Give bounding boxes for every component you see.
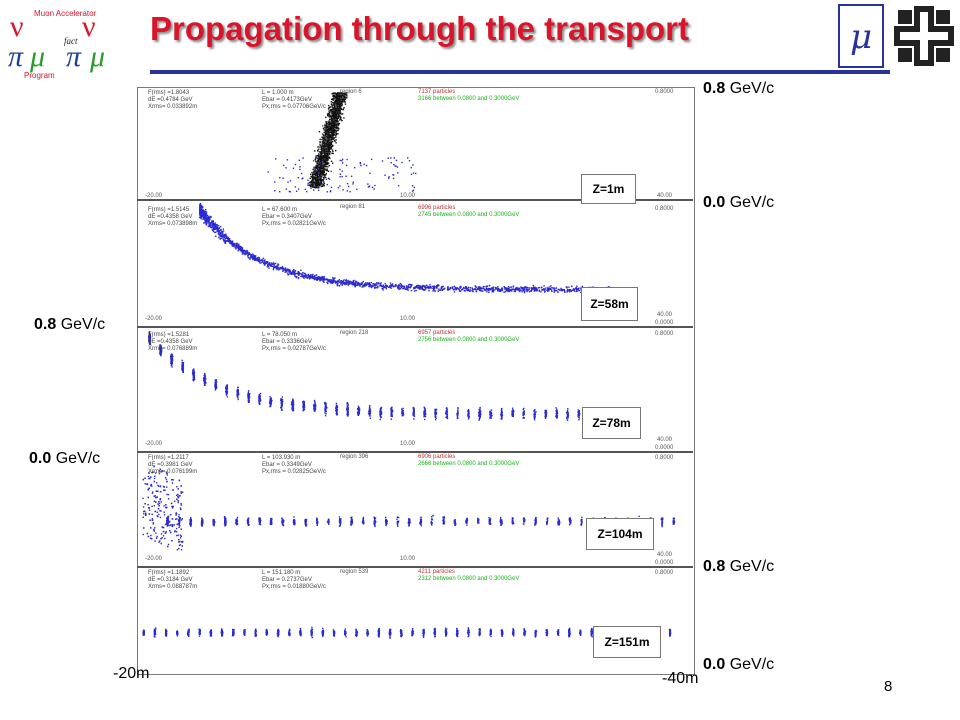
right-top-min-label: 0.0 GeV/c bbox=[703, 194, 775, 211]
z-label-78m: Z=78m bbox=[582, 407, 641, 439]
panel-1-ymax: 0.8000 bbox=[655, 89, 674, 95]
muon-accelerator-program-logo: ν ν π μ π μ Muon Accelerator fact Progra… bbox=[4, 4, 124, 84]
panel-divider bbox=[137, 326, 693, 328]
panel-5-between: 2312 between 0.0800 and 0.3000GeV bbox=[418, 576, 520, 582]
panel-5-info: F(rms) =1.1892 dE =0.3184 GeV Xrms= 0.0887… bbox=[148, 570, 198, 590]
panel-1-region: region 6 bbox=[340, 89, 362, 95]
panel-4-info: F(rms) =1.2117 dE =0.3981 GeV Xrms= 0.0761… bbox=[148, 455, 198, 475]
panel-2-info: F(rms) =1.5145 dE =0.4358 GeV Xrms= 0.0738… bbox=[148, 207, 198, 227]
panel-4-between: 2666 between 0.0800 and 0.3000GeV bbox=[418, 461, 520, 467]
left-max-label: 0.8 GeV/c bbox=[34, 316, 106, 333]
page-number: 8 bbox=[884, 678, 893, 695]
panel-4-particles: 6906 particles bbox=[418, 454, 456, 460]
z-label-151m: Z=151m bbox=[593, 626, 661, 658]
svg-text:fact: fact bbox=[64, 36, 78, 46]
panel-4-xmax: 40.00 bbox=[657, 552, 673, 558]
z-label-58m: Z=58m bbox=[581, 287, 638, 321]
panel-5-ymax: 0.8000 bbox=[655, 570, 674, 576]
panel-5-mid: L = 151.180 m Ebar = 0.2737GeV Px,rms = 0.… bbox=[262, 570, 326, 590]
panel-1-info: F(rms) =1.8043 dE =0.4784 GeV Xrms= 0.0338… bbox=[148, 90, 198, 110]
mu-logo: μ bbox=[838, 4, 884, 68]
panel-1-xmid: 10.00 bbox=[400, 193, 416, 199]
panel-3-xmid: 10.00 bbox=[400, 441, 416, 447]
panel-3-xmax: 40.00 bbox=[657, 437, 673, 443]
svg-text:Program: Program bbox=[24, 71, 55, 80]
svg-text:μ: μ bbox=[850, 17, 872, 57]
panel-2-between: 2745 between 0.0800 and 0.3000GeV bbox=[418, 212, 520, 218]
left-min-label: 0.0 GeV/c bbox=[29, 450, 101, 467]
panel-3-between: 2756 between 0.0800 and 0.3000GeV bbox=[418, 337, 520, 343]
right-top-max-label: 0.8 GeV/c bbox=[703, 80, 775, 97]
panel-2-xmid: 10.00 bbox=[400, 316, 416, 322]
svg-text:Muon Accelerator: Muon Accelerator bbox=[34, 9, 97, 18]
panel-3-particles: 6957 particles bbox=[418, 330, 456, 336]
svg-text:ν: ν bbox=[10, 10, 24, 43]
panel-5-particles: 4211 particles bbox=[418, 569, 455, 575]
panel-2-mid: L = 67.600 m Ebar = 0.3407GeV Px,rms = 0.0… bbox=[262, 207, 326, 227]
panel-2-ymax: 0.8000 bbox=[655, 206, 674, 212]
panel-4-xmin: -20.00 bbox=[145, 556, 163, 562]
scatter-canvas bbox=[142, 92, 676, 639]
panel-3-mid: L = 78.050 m Ebar = 0.3336GeV Px,rms = 0.0… bbox=[262, 332, 326, 352]
panel-4-mid: L = 103.930 m Ebar = 0.3349GeV Px,rms = 0.… bbox=[262, 455, 326, 475]
panel-1-between: 3166 between 0.0800 and 0.3000GeV bbox=[418, 96, 520, 102]
panel-5-region: region 539 bbox=[340, 569, 369, 575]
panel-divider bbox=[137, 566, 693, 568]
panel-divider bbox=[137, 451, 693, 453]
z-label-1m: Z=1m bbox=[581, 174, 636, 204]
panel-2-xmin: -20.00 bbox=[145, 316, 163, 322]
svg-text:ν: ν bbox=[82, 10, 96, 43]
panel-4-ymin: 0.0000 bbox=[655, 560, 674, 566]
panel-2-region: region 81 bbox=[340, 204, 366, 210]
right-bottom-max-label: 0.8 GeV/c bbox=[703, 558, 775, 575]
x-right-label: -40m bbox=[662, 670, 699, 687]
svg-text:μ: μ bbox=[29, 40, 45, 73]
panel-1-xmax: 40.00 bbox=[657, 193, 673, 199]
panel-2-xmax: 40.00 bbox=[657, 312, 673, 318]
panel-3-ymin: 0.0000 bbox=[655, 445, 674, 451]
panel-divider bbox=[137, 199, 693, 201]
svg-text:π: π bbox=[8, 40, 24, 73]
panel-3-ymax: 0.8000 bbox=[655, 331, 674, 337]
fermilab-logo bbox=[892, 4, 956, 68]
panel-3-info: F(rms) =1.5281 dE =0.4358 GeV Xrms= 0.0768… bbox=[148, 332, 198, 352]
svg-text:π: π bbox=[66, 40, 82, 73]
panel-4-ymax: 0.8000 bbox=[655, 455, 674, 461]
z-label-104m: Z=104m bbox=[586, 518, 654, 550]
svg-text:μ: μ bbox=[89, 40, 105, 73]
panel-4-region: region 396 bbox=[340, 454, 369, 460]
page-title: Propagation through the transport bbox=[150, 10, 689, 47]
panel-3-region: region 218 bbox=[340, 330, 369, 336]
title-rule bbox=[150, 70, 890, 74]
panel-1-particles: 7137 particles bbox=[418, 89, 456, 95]
x-left-label: -20m bbox=[113, 665, 150, 682]
right-bottom-min-label: 0.0 GeV/c bbox=[703, 656, 775, 673]
panel-3-xmin: -20.00 bbox=[145, 441, 163, 447]
panel-4-xmid: 10.00 bbox=[400, 556, 416, 562]
panel-2-ymin: 0.0000 bbox=[655, 320, 674, 326]
panel-1-xmin: -20.00 bbox=[145, 193, 163, 199]
panel-2-particles: 6996 particles bbox=[418, 205, 456, 211]
panel-1-mid: L = 1.000 m Ebar = 0.4173GeV Px,rms = 0.07… bbox=[262, 90, 326, 110]
